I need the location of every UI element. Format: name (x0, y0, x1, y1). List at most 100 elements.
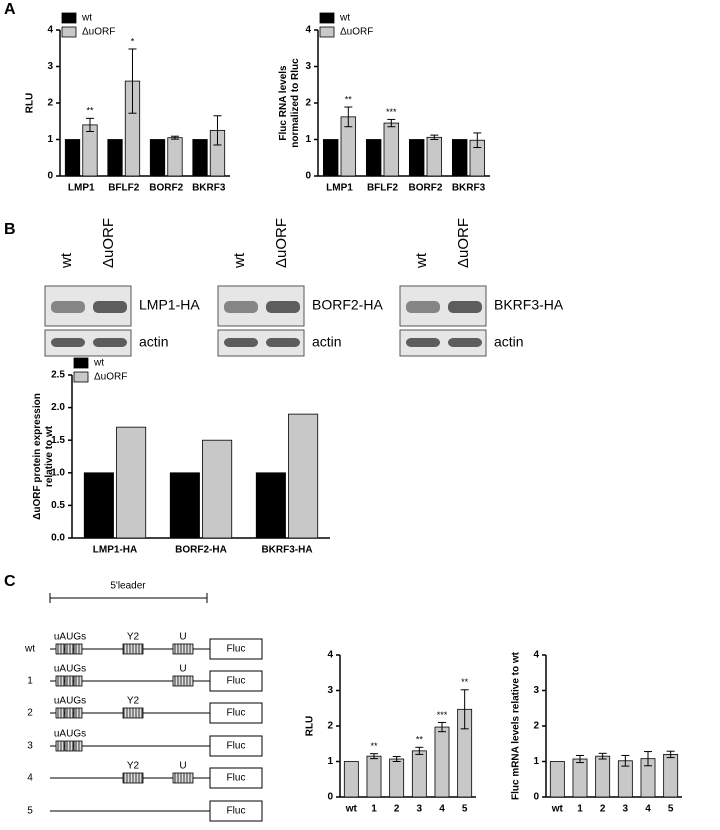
y-axis-label: RLU (305, 716, 316, 737)
significance: ** (461, 677, 469, 687)
legend-swatch (61, 26, 77, 38)
blot-band (224, 338, 258, 347)
significance: *** (386, 107, 397, 117)
bar (322, 139, 339, 177)
y-tick-label: 1 (47, 134, 53, 145)
element-label: Y2 (127, 632, 140, 643)
y-tick-label: 1.0 (51, 467, 65, 478)
bar (411, 750, 427, 798)
reporter-label: Fluc (227, 644, 246, 655)
y-tick-label: 2 (305, 98, 311, 109)
bar (83, 472, 114, 539)
y-tick-label: 2 (47, 98, 53, 109)
y-tick-label: 2 (327, 721, 333, 732)
lane-label: ΔuORF (100, 218, 117, 268)
y-tick-label: 2 (533, 721, 539, 732)
y-tick-label: 0 (327, 792, 333, 803)
y-axis-label-line: ΔuORF protein expression (32, 393, 43, 520)
bar (451, 139, 468, 177)
blot-label: BORF2-HA (312, 297, 383, 313)
bar (366, 755, 382, 798)
bar (169, 472, 200, 539)
x-tick-label: BORF2 (409, 183, 443, 194)
legend-swatch (61, 12, 77, 24)
y-tick-label: 0 (47, 171, 53, 182)
row-label: 4 (27, 773, 33, 784)
lane-label: wt (58, 252, 75, 269)
row-label: wt (24, 644, 35, 655)
x-tick-label: BFLF2 (367, 183, 399, 194)
row-label: 2 (27, 708, 33, 719)
element-label: U (179, 664, 186, 675)
x-tick-label: 5 (668, 804, 674, 815)
element-box (64, 643, 74, 655)
y-tick-label: 4 (305, 25, 311, 36)
x-tick-label: BKRF3 (192, 183, 226, 194)
y-axis-label-line: normalized to Rluc (290, 58, 301, 148)
blot-band (406, 338, 440, 347)
legend-label: ΔuORF (82, 27, 115, 38)
lane-label: wt (413, 252, 430, 269)
y-tick-label: 1 (533, 756, 539, 767)
blot-band (266, 301, 300, 313)
x-tick-label: LMP1-HA (93, 545, 137, 556)
panel-label: A (4, 1, 16, 18)
lane-label: ΔuORF (273, 218, 290, 268)
element-box (73, 707, 83, 719)
x-tick-label: 5 (462, 804, 468, 815)
panel-label: C (4, 573, 16, 590)
blot-band (266, 338, 300, 347)
element-box (122, 772, 144, 784)
blot-band (448, 301, 482, 313)
reporter-label: Fluc (227, 708, 246, 719)
row-label: 3 (27, 741, 33, 752)
legend-label: wt (81, 13, 92, 24)
y-tick-label: 2.5 (51, 370, 65, 381)
element-box (172, 675, 194, 687)
element-box (172, 643, 194, 655)
legend-swatch (319, 26, 335, 38)
x-tick-label: LMP1 (326, 183, 353, 194)
legend-swatch (319, 12, 335, 24)
y-tick-label: 1.5 (51, 435, 65, 446)
legend-label: wt (339, 13, 350, 24)
panel-label: B (4, 221, 16, 238)
bar (434, 726, 450, 798)
blot-label: actin (494, 334, 524, 350)
y-axis-label: ΔuORF protein expressionrelative to wt (32, 393, 55, 520)
bar (116, 426, 147, 539)
x-tick-label: BORF2 (149, 183, 183, 194)
x-tick-label: 2 (394, 804, 400, 815)
blot-band (93, 338, 127, 347)
element-label: uAUGs (54, 632, 86, 643)
y-axis-label: RLU (25, 93, 36, 114)
x-tick-label: BKRF3 (452, 183, 486, 194)
element-label: uAUGs (54, 696, 86, 707)
x-tick-label: 1 (371, 804, 377, 815)
y-tick-label: 4 (327, 650, 333, 661)
element-box (172, 772, 194, 784)
significance: * (131, 36, 135, 46)
bar (343, 761, 359, 798)
bar (64, 139, 81, 177)
bar (192, 139, 208, 177)
bar (167, 137, 183, 177)
bar (426, 136, 443, 177)
bar (663, 754, 679, 798)
element-box (73, 675, 83, 687)
element-box (55, 740, 65, 752)
significance: *** (437, 710, 448, 720)
blot-band (51, 338, 85, 347)
reporter-label: Fluc (227, 676, 246, 687)
legend-label: ΔuORF (340, 27, 373, 38)
bar (365, 139, 382, 177)
row-label: 5 (27, 806, 33, 817)
y-tick-label: 2.0 (51, 402, 65, 413)
y-tick-label: 1 (305, 134, 311, 145)
x-tick-label: LMP1 (68, 183, 95, 194)
y-tick-label: 4 (47, 25, 53, 36)
blot-band (448, 338, 482, 347)
element-box (122, 643, 144, 655)
x-tick-label: 3 (417, 804, 423, 815)
